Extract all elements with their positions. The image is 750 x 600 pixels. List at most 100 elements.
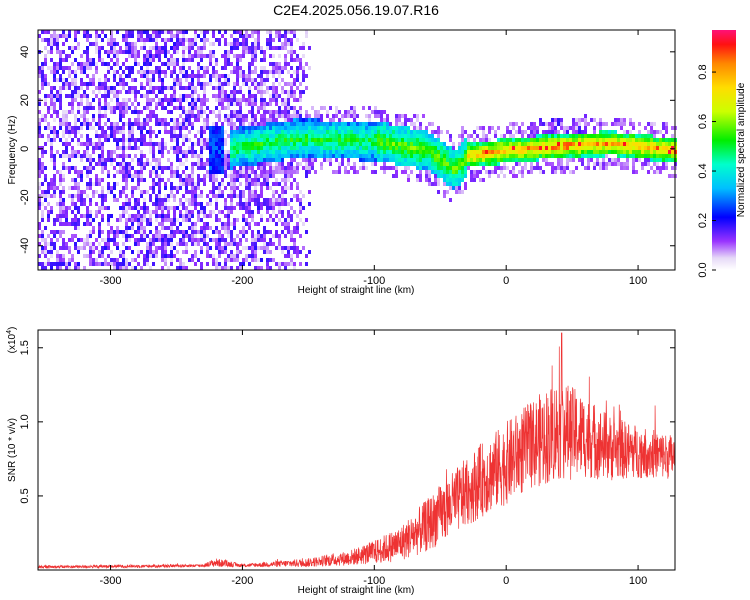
spectrogram-cell xyxy=(71,198,74,202)
spectrogram-cell xyxy=(611,146,614,150)
spectrogram-cell xyxy=(455,158,458,162)
spectrogram-cell xyxy=(59,78,62,82)
spectrogram-cell xyxy=(101,82,104,86)
spectrogram-cell xyxy=(182,54,185,58)
spectrogram-cell xyxy=(653,138,656,142)
spectrogram-cell xyxy=(467,158,470,162)
spectrogram-cell xyxy=(80,158,83,162)
spectrogram-cell xyxy=(266,30,269,34)
spectrogram-cell xyxy=(191,86,194,90)
spectrogram-cell xyxy=(248,94,251,98)
spectrogram-cell xyxy=(50,90,53,94)
spectrogram-cell xyxy=(80,142,83,146)
spectrogram-cell xyxy=(119,146,122,150)
spectrogram-cell xyxy=(593,126,596,130)
spectrogram-cell xyxy=(296,66,299,70)
spectrogram-cell xyxy=(197,174,200,178)
spectrogram-cell xyxy=(170,254,173,258)
spectrogram-cell xyxy=(44,198,47,202)
spectrogram-cell xyxy=(122,262,125,266)
spectrogram-cell xyxy=(125,194,128,198)
spectrogram-cell xyxy=(164,126,167,130)
spectrogram-cell xyxy=(269,142,272,146)
spectrogram-cell xyxy=(440,146,443,150)
spectrogram-cell xyxy=(170,34,173,38)
spectrogram-cell xyxy=(227,54,230,58)
spectrogram-cell xyxy=(227,210,230,214)
spectrogram-cell xyxy=(278,218,281,222)
spectrogram-cell xyxy=(140,110,143,114)
spectrogram-cell xyxy=(389,130,392,134)
spectrogram-cell xyxy=(161,46,164,50)
spectrogram-cell xyxy=(446,154,449,158)
spectrogram-cell xyxy=(569,138,572,142)
spectrogram-cell xyxy=(164,146,167,150)
spectrogram-cell xyxy=(203,90,206,94)
spectrogram-cell xyxy=(281,138,284,142)
spectrogram-cell xyxy=(425,162,428,166)
spectrogram-cell xyxy=(251,214,254,218)
spectrogram-cell xyxy=(401,170,404,174)
spectrogram-cell xyxy=(191,106,194,110)
spectrogram-cell xyxy=(383,154,386,158)
spectrogram-cell xyxy=(224,202,227,206)
spectrogram-cell xyxy=(395,118,398,122)
spectrogram-cell xyxy=(197,210,200,214)
spectrogram-cell xyxy=(422,130,425,134)
snr-y-tick-label: 0.5 xyxy=(19,488,31,503)
spectrogram-cell xyxy=(95,94,98,98)
spectrogram-cell xyxy=(236,174,239,178)
spectrogram-cell xyxy=(149,54,152,58)
spectrogram-cell xyxy=(59,218,62,222)
spectrogram-cell xyxy=(113,158,116,162)
spectrogram-cell xyxy=(155,66,158,70)
spectrogram-cell xyxy=(434,182,437,186)
spectrogram-cell xyxy=(335,106,338,110)
spectrogram-cell xyxy=(275,118,278,122)
spectrogram-cell xyxy=(494,166,497,170)
spectrogram-cell xyxy=(134,62,137,66)
spectrogram-cell xyxy=(179,238,182,242)
spectrogram-cell xyxy=(275,86,278,90)
spectrogram-cell xyxy=(161,170,164,174)
spectrogram-cell xyxy=(140,126,143,130)
spectrogram-cell xyxy=(239,190,242,194)
spectrogram-cell xyxy=(44,194,47,198)
spectrogram-cell xyxy=(413,122,416,126)
spectrogram-cell xyxy=(128,46,131,50)
spectrogram-cell xyxy=(578,134,581,138)
spectrogram-cell xyxy=(215,242,218,246)
spectrogram-cell xyxy=(68,222,71,226)
spectrogram-cell xyxy=(185,198,188,202)
spectrogram-cell xyxy=(179,82,182,86)
spectrogram-cell xyxy=(68,30,71,34)
spectrogram-cell xyxy=(575,118,578,122)
spectrogram-cell xyxy=(533,138,536,142)
spectrogram-cell xyxy=(212,190,215,194)
spectrogram-cell xyxy=(554,138,557,142)
spectrogram-cell xyxy=(182,206,185,210)
spectrogram-cell xyxy=(92,98,95,102)
spectrogram-cell xyxy=(77,266,80,270)
spectrogram-cell xyxy=(44,46,47,50)
spectrogram-cell xyxy=(509,122,512,126)
spectrogram-cell xyxy=(167,210,170,214)
spectrogram-cell xyxy=(119,118,122,122)
spectrogram-cell xyxy=(254,138,257,142)
spectrogram-cell xyxy=(149,130,152,134)
spectrogram-cell xyxy=(452,162,455,166)
spectrogram-cell xyxy=(383,162,386,166)
spectrogram-cell xyxy=(116,122,119,126)
spectrogram-cell xyxy=(245,198,248,202)
spectrogram-cell xyxy=(527,126,530,130)
spectrogram-cell xyxy=(164,182,167,186)
spectrogram-cell xyxy=(503,138,506,142)
spectrogram-cell xyxy=(260,138,263,142)
spectrogram-cell xyxy=(296,134,299,138)
spectrogram-cell xyxy=(440,154,443,158)
spectrogram-cell xyxy=(182,98,185,102)
spectrogram-cell xyxy=(437,130,440,134)
spectrogram-cell xyxy=(149,214,152,218)
spectrogram-cell xyxy=(299,118,302,122)
spectrogram-cell xyxy=(245,102,248,106)
